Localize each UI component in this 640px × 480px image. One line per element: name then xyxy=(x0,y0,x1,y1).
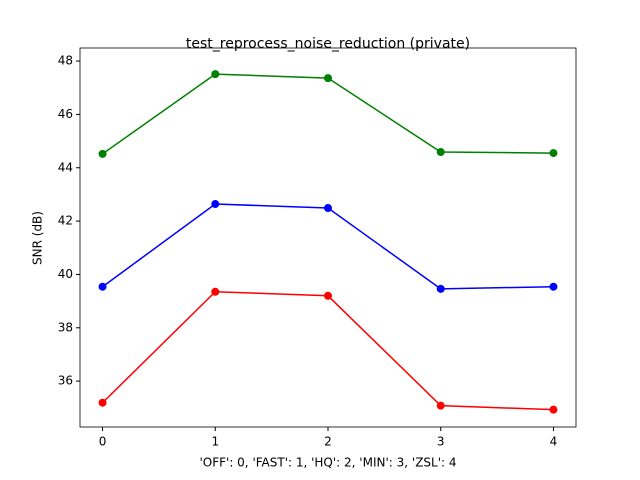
y-tick-label: 44 xyxy=(58,160,73,174)
x-tick-label: 0 xyxy=(99,435,107,449)
chart-title: test_reprocess_noise_reduction (private) xyxy=(186,36,470,52)
data-point xyxy=(98,398,107,407)
data-point xyxy=(98,149,107,158)
data-point xyxy=(324,291,332,300)
y-tick-label: 46 xyxy=(58,107,73,121)
x-axis-label: 'OFF': 0, 'FAST': 1, 'HQ': 2, 'MIN': 3, … xyxy=(199,456,456,470)
data-point xyxy=(211,200,220,209)
y-tick-label: 48 xyxy=(58,54,73,68)
data-point xyxy=(211,287,220,296)
data-point xyxy=(549,282,558,291)
data-point xyxy=(436,284,445,293)
data-point xyxy=(549,405,558,414)
data-point xyxy=(549,149,558,158)
data-point xyxy=(211,70,220,79)
y-axis-label: SNR (dB) xyxy=(31,211,45,265)
x-tick-label: 2 xyxy=(324,435,332,449)
y-tick-label: 38 xyxy=(58,320,73,334)
x-tick-label: 3 xyxy=(437,435,445,449)
data-point xyxy=(98,282,107,291)
y-tick-label: 40 xyxy=(58,267,73,281)
data-point xyxy=(324,204,332,213)
data-point xyxy=(436,401,445,410)
y-tick-label: 36 xyxy=(58,374,73,388)
data-point xyxy=(436,148,445,157)
plot-frame xyxy=(79,47,577,428)
y-tick-label: 42 xyxy=(58,214,73,228)
x-tick-label: 4 xyxy=(550,435,558,449)
data-point xyxy=(324,74,332,83)
x-tick-label: 1 xyxy=(211,435,219,449)
